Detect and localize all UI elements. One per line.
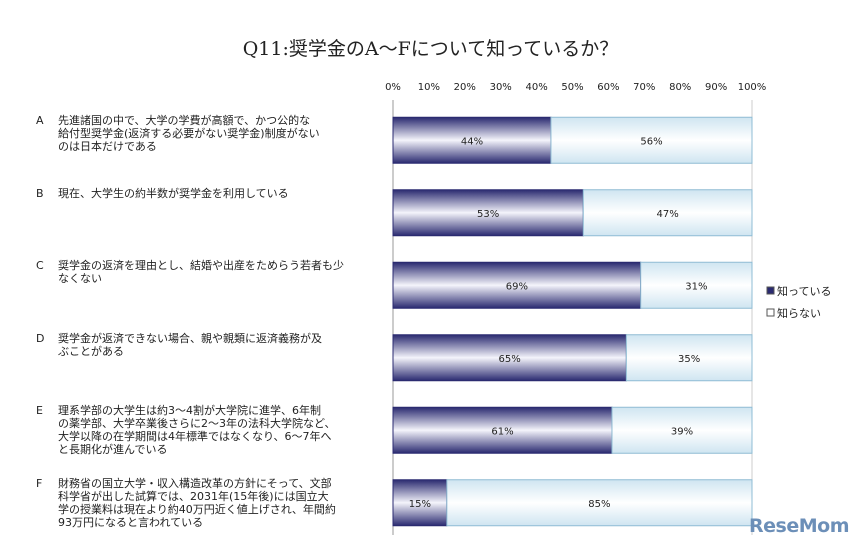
data-label: 56% [640,136,662,147]
category-label: 現在、大学生の約半数が奨学金を利用している [58,186,289,200]
x-tick-label: 20% [454,82,476,93]
x-tick-label: 70% [633,82,655,93]
bar-segment [392,189,584,237]
bar-segment [392,116,552,164]
category-letter: E [36,404,43,417]
data-label: 65% [499,354,521,365]
category-letter: B [36,186,44,200]
data-label: 15% [409,499,431,510]
x-tick-label: 80% [669,82,691,93]
data-label: 39% [671,426,693,437]
category-letter: D [36,331,45,345]
bar-segment [392,479,448,527]
x-tick-label: 10% [418,82,440,93]
bar-segment [550,116,753,164]
resemom-logo: ReseMom [749,515,849,537]
x-tick-label: 50% [561,82,583,93]
bar-segment [625,334,753,382]
bar-segment [392,261,642,309]
x-tick-label: 90% [705,82,727,93]
data-label: 53% [477,209,499,220]
data-label: 44% [461,136,483,147]
x-tick-label: 100% [738,82,767,93]
x-tick-label: 60% [597,82,619,93]
category-label: 奨学金の返済を理由とし、結婚や出産をためらう若者も少 なくない [58,259,344,285]
category-label: 先進諸国の中で、大学の学費が高額で、かつ公的な 給付型奨学金(返済する必要がない… [58,114,320,153]
category-letter: A [36,114,44,127]
x-tick-label: 0% [385,82,401,93]
legend-swatch [766,286,775,295]
legend-label: 知らない [777,306,821,320]
bar-segment [392,334,627,382]
bar-segment [582,189,753,237]
category-letter: C [36,259,44,272]
legend-label: 知っている [777,284,831,298]
category-label: 奨学金が返済できない場合、親や親類に返済義務が及 ぶことがある [58,331,322,358]
data-label: 31% [685,281,707,292]
bar-segment [611,406,753,454]
data-label: 47% [657,209,679,220]
bar-segment [392,406,613,454]
data-label: 35% [678,354,700,365]
data-label: 85% [588,499,610,510]
category-letter: F [36,476,43,490]
legend-swatch [766,308,775,317]
x-tick-label: 40% [525,82,547,93]
bar-segment [446,479,753,527]
chart-title: Q11:奨学金のA～Fについて知っているか？ [242,38,619,60]
category-label: 財務省の国立大学・収入構造改革の方針にそって、文部 科学省が出した試算では、20… [58,476,336,529]
data-label: 69% [506,281,528,292]
bar-segment [640,261,753,309]
category-label: 理系学部の大学生は約3～4割が大学院に進学、6年制 の薬学部、大学卒業後さらに2… [58,404,336,456]
data-label: 61% [491,426,513,437]
x-tick-label: 30% [490,82,512,93]
